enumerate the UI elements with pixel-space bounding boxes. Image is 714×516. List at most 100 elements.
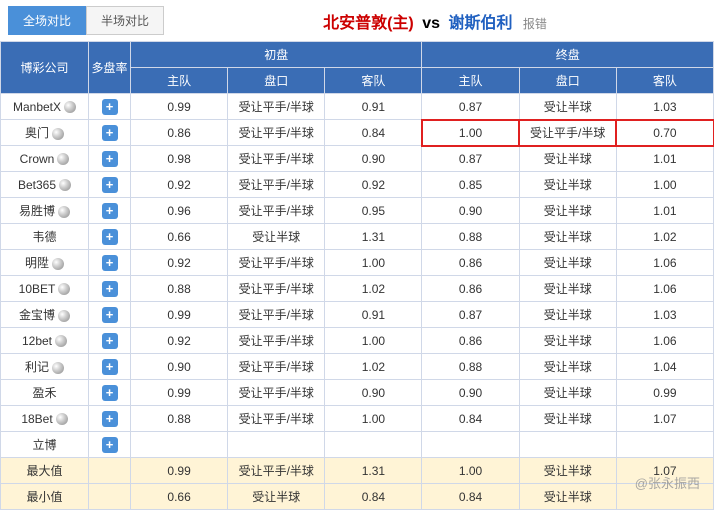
odds-cell: 0.70 [616, 120, 713, 146]
odds-cell: 1.02 [325, 354, 422, 380]
plus-icon[interactable]: + [102, 411, 118, 427]
ball-icon [52, 362, 64, 374]
odds-cell: 受让半球 [519, 94, 616, 120]
table-row[interactable]: 18Bet+0.88受让平手/半球1.000.84受让半球1.07 [1, 406, 714, 432]
expand-cell[interactable]: + [89, 146, 131, 172]
odds-cell: 0.90 [422, 380, 519, 406]
away-team: 谢斯伯利 [448, 15, 512, 32]
expand-cell[interactable]: + [89, 94, 131, 120]
odds-cell: 受让平手/半球 [228, 198, 325, 224]
expand-cell[interactable]: + [89, 224, 131, 250]
table-row[interactable]: 12bet+0.92受让平手/半球1.000.86受让半球1.06 [1, 328, 714, 354]
plus-icon[interactable]: + [102, 385, 118, 401]
odds-cell: 受让半球 [519, 250, 616, 276]
ball-icon [64, 101, 76, 113]
plus-icon[interactable]: + [102, 255, 118, 271]
summary-cell: 0.84 [422, 484, 519, 510]
odds-cell: 0.90 [422, 198, 519, 224]
odds-cell: 1.07 [616, 406, 713, 432]
empty-cell [89, 458, 131, 484]
odds-cell: 0.90 [131, 354, 228, 380]
plus-icon[interactable]: + [102, 307, 118, 323]
table-row[interactable]: 奥门+0.86受让平手/半球0.841.00受让平手/半球0.70 [1, 120, 714, 146]
table-row[interactable]: 明陞+0.92受让平手/半球1.000.86受让半球1.06 [1, 250, 714, 276]
plus-icon[interactable]: + [102, 359, 118, 375]
odds-cell: 0.84 [422, 406, 519, 432]
summary-cell: 1.00 [422, 458, 519, 484]
summary-cell [616, 484, 713, 510]
plus-icon[interactable]: + [102, 99, 118, 115]
odds-cell: 0.99 [131, 380, 228, 406]
table-row[interactable]: 利记+0.90受让平手/半球1.020.88受让半球1.04 [1, 354, 714, 380]
summary-row: 最大值0.99受让平手/半球1.311.00受让半球1.07 [1, 458, 714, 484]
tab-half[interactable]: 半场对比 [86, 6, 164, 35]
expand-cell[interactable]: + [89, 120, 131, 146]
plus-icon[interactable]: + [102, 177, 118, 193]
th-multi: 多盘率 [89, 42, 131, 94]
th-close: 终盘 [422, 42, 714, 68]
plus-icon[interactable]: + [102, 437, 118, 453]
expand-cell[interactable]: + [89, 250, 131, 276]
tabs-bar: 全场对比 半场对比 北安普敦(主) vs 谢斯伯利 报错 [0, 0, 714, 41]
table-row[interactable]: 盈禾+0.99受让平手/半球0.900.90受让半球0.99 [1, 380, 714, 406]
plus-icon[interactable]: + [102, 203, 118, 219]
table-row[interactable]: 金宝博+0.99受让平手/半球0.910.87受让半球1.03 [1, 302, 714, 328]
expand-cell[interactable]: + [89, 380, 131, 406]
odds-cell: 1.00 [325, 250, 422, 276]
ball-icon [58, 310, 70, 322]
odds-cell: 受让平手/半球 [228, 120, 325, 146]
odds-cell: 0.99 [616, 380, 713, 406]
odds-cell: 0.87 [422, 146, 519, 172]
vs-label: vs [422, 15, 440, 32]
company-cell: 12bet [1, 328, 89, 354]
odds-cell: 1.02 [325, 276, 422, 302]
odds-cell: 0.91 [325, 94, 422, 120]
odds-cell: 0.91 [325, 302, 422, 328]
odds-cell: 0.84 [325, 120, 422, 146]
expand-cell[interactable]: + [89, 198, 131, 224]
summary-cell: 0.66 [131, 484, 228, 510]
expand-cell[interactable]: + [89, 406, 131, 432]
odds-cell: 0.88 [422, 224, 519, 250]
expand-cell[interactable]: + [89, 172, 131, 198]
expand-cell[interactable]: + [89, 354, 131, 380]
odds-cell: 受让半球 [519, 406, 616, 432]
company-cell: Crown [1, 146, 89, 172]
odds-cell: 受让平手/半球 [228, 380, 325, 406]
table-row[interactable]: 易胜博+0.96受让平手/半球0.950.90受让半球1.01 [1, 198, 714, 224]
ball-icon [59, 179, 71, 191]
odds-cell [131, 432, 228, 458]
expand-cell[interactable]: + [89, 432, 131, 458]
expand-cell[interactable]: + [89, 328, 131, 354]
expand-cell[interactable]: + [89, 302, 131, 328]
table-row[interactable]: 10BET+0.88受让平手/半球1.020.86受让半球1.06 [1, 276, 714, 302]
odds-cell: 受让半球 [519, 224, 616, 250]
summary-row: 最小值0.66受让半球0.840.84受让半球 [1, 484, 714, 510]
odds-cell: 1.01 [616, 146, 713, 172]
company-cell: 奥门 [1, 120, 89, 146]
match-title: 北安普敦(主) vs 谢斯伯利 报错 [164, 9, 706, 33]
plus-icon[interactable]: + [102, 281, 118, 297]
plus-icon[interactable]: + [102, 229, 118, 245]
expand-cell[interactable]: + [89, 276, 131, 302]
plus-icon[interactable]: + [102, 125, 118, 141]
table-row[interactable]: 立博+ [1, 432, 714, 458]
table-row[interactable]: Bet365+0.92受让平手/半球0.920.85受让半球1.00 [1, 172, 714, 198]
odds-cell: 0.88 [131, 406, 228, 432]
plus-icon[interactable]: + [102, 333, 118, 349]
odds-cell: 0.86 [422, 328, 519, 354]
odds-cell: 0.87 [422, 302, 519, 328]
summary-cell: 受让半球 [519, 458, 616, 484]
odds-cell: 受让半球 [519, 198, 616, 224]
table-row[interactable]: 韦德+0.66受让半球1.310.88受让半球1.02 [1, 224, 714, 250]
odds-table: 博彩公司 多盘率 初盘 终盘 主队 盘口 客队 主队 盘口 客队 ManbetX… [0, 41, 714, 510]
table-row[interactable]: Crown+0.98受让平手/半球0.900.87受让半球1.01 [1, 146, 714, 172]
odds-cell: 1.06 [616, 328, 713, 354]
tab-full[interactable]: 全场对比 [8, 6, 86, 35]
odds-cell: 1.00 [422, 120, 519, 146]
plus-icon[interactable]: + [102, 151, 118, 167]
report-error-link[interactable]: 报错 [523, 17, 547, 31]
odds-cell: 1.03 [616, 94, 713, 120]
company-cell: 利记 [1, 354, 89, 380]
table-row[interactable]: ManbetX+0.99受让平手/半球0.910.87受让半球1.03 [1, 94, 714, 120]
